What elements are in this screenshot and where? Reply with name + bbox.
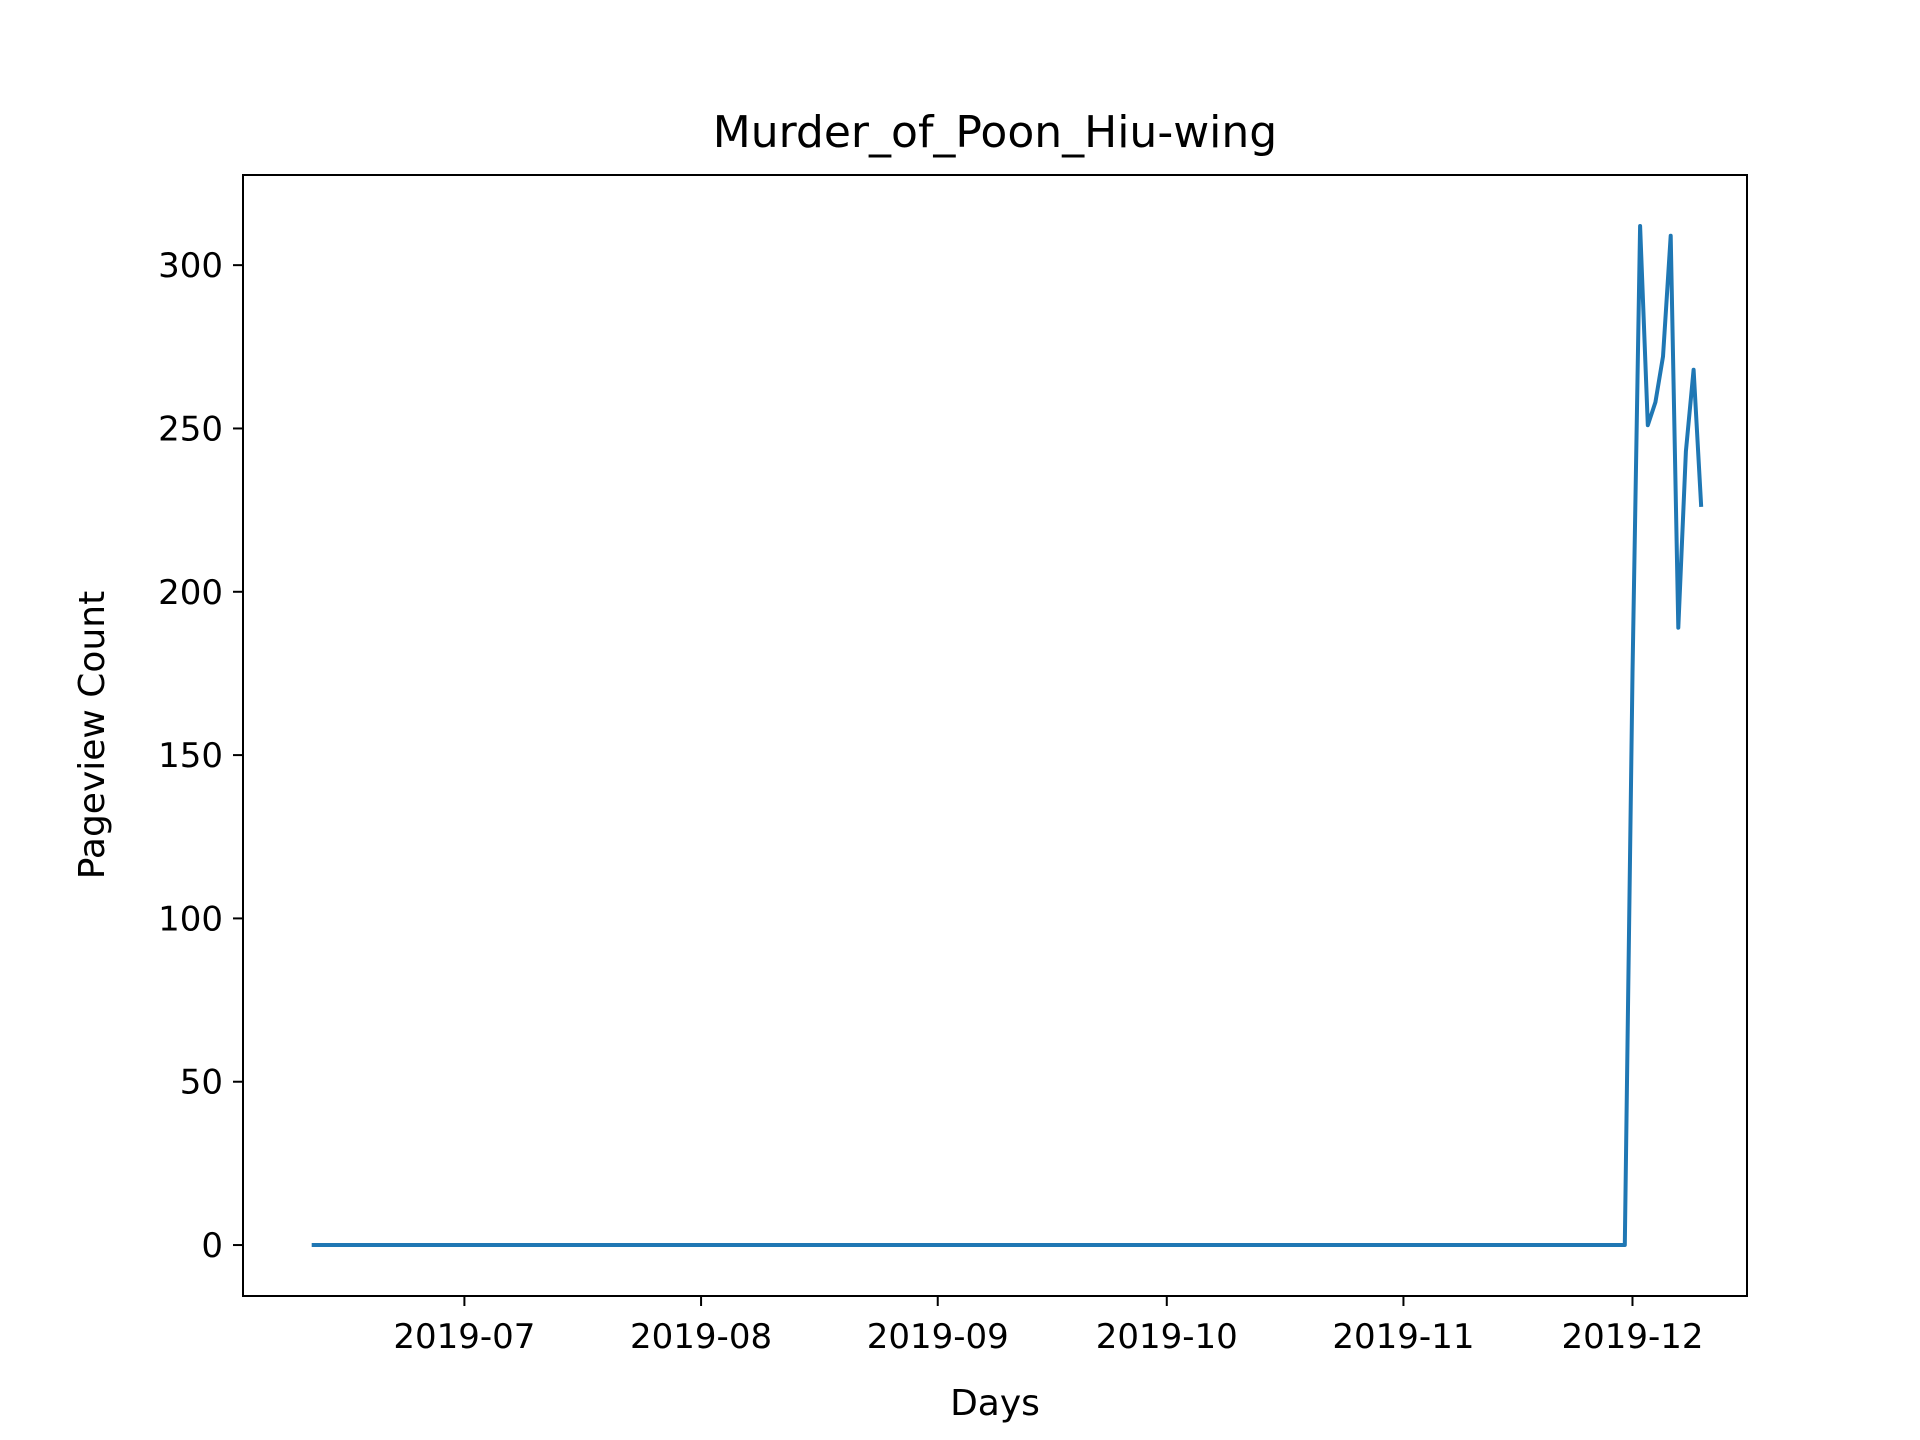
y-axis-ticks: 0 50 100 150 200 250 300 [158,246,243,1266]
x-tick-label: 2019-10 [1096,1317,1238,1357]
y-tick-label: 0 [201,1226,223,1266]
y-axis-label: Pageview Count [72,591,113,879]
x-axis-ticks: 2019-07 2019-08 2019-09 2019-10 2019-11 2019-… [393,1296,1704,1357]
chart-title: Murder_of_Poon_Hiu-wing [713,107,1277,158]
y-tick-label: 50 [180,1063,223,1103]
y-tick-label: 100 [158,899,223,939]
x-tick-label: 2019-08 [630,1317,772,1357]
y-tick-label: 200 [158,573,223,613]
plot-frame [242,174,1748,1297]
x-tick-label: 2019-07 [393,1317,535,1357]
y-tick-label: 150 [158,736,223,776]
x-tick-label: 2019-09 [867,1317,1009,1357]
y-tick-label: 250 [158,409,223,449]
series-line [311,224,1704,1247]
x-tick-label: 2019-12 [1561,1317,1703,1357]
y-tick-label: 300 [158,246,223,286]
x-axis-label: Days [950,1383,1040,1424]
x-tick-label: 2019-11 [1332,1317,1474,1357]
